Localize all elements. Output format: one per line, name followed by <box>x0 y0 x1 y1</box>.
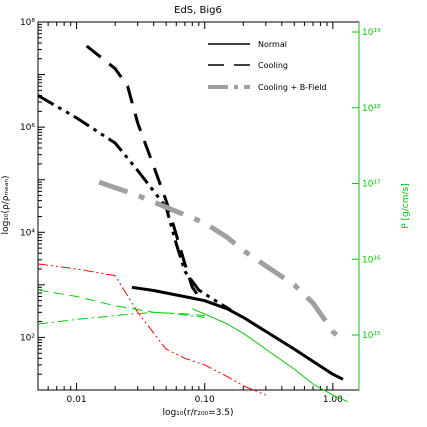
y-tick-label: 10⁶ <box>20 123 35 133</box>
series-line-4 <box>98 179 345 343</box>
x-axis-ticks: 0.01 0.10 1.00 <box>37 22 343 405</box>
chart-title: EdS, Big6 <box>174 5 222 16</box>
series-line-8 <box>192 308 348 403</box>
legend-label: Normal <box>258 40 287 49</box>
x-tick-label: 0.01 <box>67 395 87 405</box>
legend: Normal Cooling Cooling + B-Field <box>208 40 327 92</box>
series-line-3 <box>37 94 232 312</box>
series-line-6 <box>37 289 205 317</box>
y2-tick-label: 10¹⁹ <box>362 28 381 38</box>
right-axis-ticks: 10¹⁵ 10¹⁶ 10¹⁷ 10¹⁸ 10¹⁹ <box>352 28 381 341</box>
y-axis-label: log₁₀(ρ/ρₘₑₐₙ) <box>1 176 11 235</box>
x-tick-label: 0.10 <box>195 395 215 405</box>
y2-tick-label: 10¹⁵ <box>362 331 381 341</box>
plot-frame <box>37 21 360 391</box>
y-axis-ticks: 10² 10⁴ 10⁶ 10⁸ <box>20 18 45 391</box>
y-tick-label: 10⁸ <box>20 18 35 28</box>
y2-tick-label: 10¹⁸ <box>362 104 381 114</box>
y2-tick-label: 10¹⁷ <box>362 180 381 190</box>
y2-tick-label: 10¹⁶ <box>362 255 381 265</box>
x-tick-label: 1.00 <box>323 395 343 405</box>
series-group <box>37 44 348 403</box>
series-line-7 <box>37 311 205 325</box>
legend-label: Cooling <box>258 61 288 70</box>
y-tick-label: 10⁴ <box>20 228 35 238</box>
series-line-2 <box>85 44 201 298</box>
y2-axis-label: P [g/cm/s] <box>401 183 411 229</box>
series-line-5 <box>37 263 266 396</box>
y-tick-label: 10² <box>20 333 35 343</box>
legend-label: Cooling + B-Field <box>258 83 327 92</box>
series-line-1 <box>131 285 344 381</box>
x-axis-label: log₁₀(r/r₂₀₀=3.5) <box>162 408 233 418</box>
